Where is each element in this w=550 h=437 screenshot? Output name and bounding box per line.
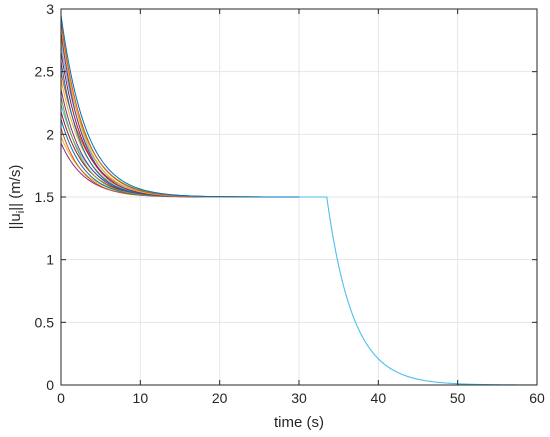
- x-tick-label: 10: [133, 390, 149, 406]
- y-axis-label-subscript: i: [15, 211, 27, 213]
- series-line: [60, 61, 327, 198]
- series-line: [60, 96, 327, 198]
- x-tick-label: 50: [450, 390, 466, 406]
- x-tick-label: 40: [371, 390, 387, 406]
- y-tick-label: 2.5: [35, 64, 55, 80]
- x-tick-label: 60: [529, 390, 545, 406]
- x-tick-label: 0: [57, 390, 65, 406]
- y-tick-label: 0: [46, 377, 54, 393]
- x-tick-label: 30: [291, 390, 307, 406]
- y-tick-label: 2: [46, 126, 54, 142]
- series-line: [60, 36, 327, 198]
- y-axis-label-end: || (m/s): [7, 165, 24, 211]
- series-line: [60, 79, 327, 198]
- y-tick-label: 3: [46, 1, 54, 17]
- x-tick-labels: 0 10 20 30 40 50 60: [57, 390, 545, 406]
- tick-marks: [60, 8, 538, 386]
- series-line: [60, 15, 327, 198]
- y-tick-label: 1: [46, 252, 54, 268]
- y-tick-label: 1.5: [35, 189, 55, 205]
- x-axis-label: time (s): [274, 414, 324, 431]
- series-lines: [60, 15, 537, 386]
- series-line: [60, 127, 327, 198]
- x-tick-label: 20: [212, 390, 228, 406]
- series-line: [60, 119, 327, 198]
- y-axis-label-main: ||u: [7, 213, 24, 229]
- y-tick-label: 0.5: [35, 314, 55, 330]
- decay-series-line: [299, 196, 537, 386]
- series-line: [60, 142, 327, 198]
- y-tick-labels: 0 0.5 1 1.5 2 2.5 3: [35, 1, 55, 393]
- y-axis-label: ||ui|| (m/s): [7, 165, 27, 230]
